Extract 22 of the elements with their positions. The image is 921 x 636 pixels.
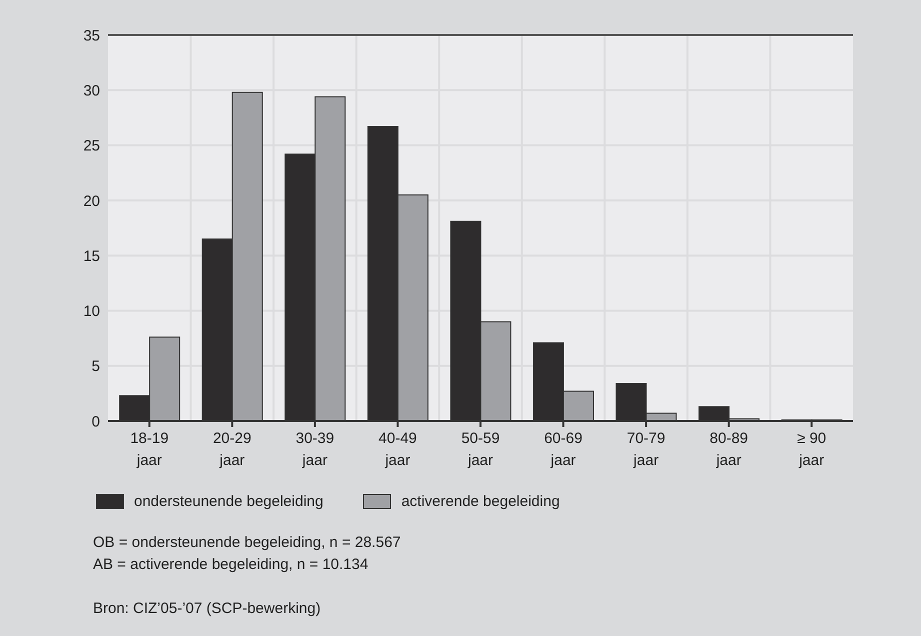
x-tick-label: 20-29 jaar	[212, 430, 252, 469]
legend-label: activerende begeleiding	[401, 493, 560, 510]
x-tick-label: 50-59 jaar	[461, 430, 500, 469]
text: AB = activerende begeleiding, n = 10.134	[93, 555, 370, 575]
x-tick-label: 70-79 jaar	[626, 430, 666, 469]
x-tick-label: 30-39 jaar	[296, 430, 334, 469]
x-tick-label: ≥ 90 jaar	[797, 430, 826, 469]
y-tick-label: 25	[83, 138, 100, 155]
x-tick-label: 18-19 jaar	[130, 430, 169, 469]
x-tick-label: 80-89 jaar	[710, 430, 748, 469]
y-tick-label: 20	[83, 192, 100, 210]
y-tick-label: 30	[83, 82, 100, 100]
y-tick-label: 35	[83, 27, 100, 44]
y-tick-label: 5	[92, 358, 100, 376]
y-tick-label: 0	[92, 413, 100, 430]
y-tick-label: 15	[83, 248, 100, 265]
x-tick-label: 60-69 jaar	[544, 430, 582, 469]
text: OB = ondersteunende begeleiding, n = 28.567	[93, 533, 401, 553]
text: Bron: CIZ’05-’07 (SCP-bewerking)	[93, 599, 322, 619]
x-tick-label: 40-49 jaar	[378, 430, 417, 469]
y-tick-label: 10	[83, 303, 100, 320]
legend-label: ondersteunende begeleiding	[134, 493, 324, 510]
